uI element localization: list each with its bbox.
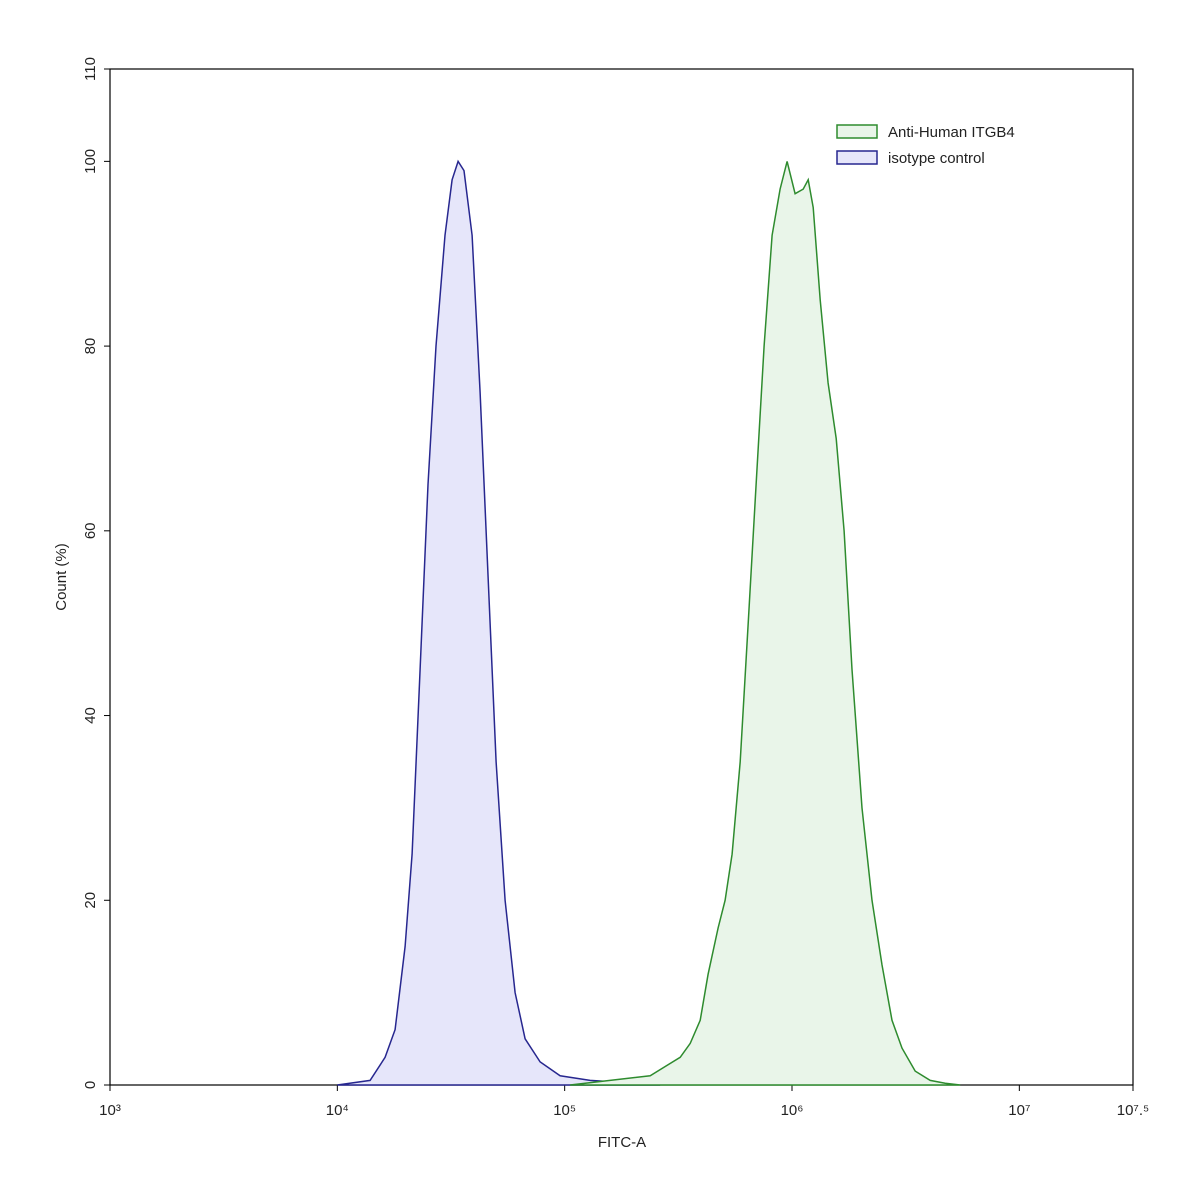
plot-frame — [109, 68, 1134, 1086]
legend-label: Anti-Human ITGB4 — [888, 124, 1015, 141]
legend-swatch — [836, 124, 878, 139]
x-tick-label: 10⁶ — [781, 1102, 804, 1119]
x-axis-label: FITC-A — [598, 1134, 646, 1151]
histogram-area — [570, 161, 961, 1086]
legend-label: isotype control — [888, 150, 985, 167]
y-tick-label: 100 — [82, 149, 99, 174]
x-tick-label: 10⁷ — [1008, 1102, 1030, 1119]
legend-swatch — [836, 150, 878, 165]
y-tick-label: 80 — [82, 338, 99, 355]
x-tick-label: 10⁷.⁵ — [1117, 1102, 1150, 1119]
y-tick-label: 110 — [82, 57, 99, 81]
histogram-area — [337, 159, 661, 1086]
x-tick-label: 10³ — [99, 1102, 121, 1119]
x-tick-label: 10⁵ — [553, 1102, 576, 1119]
y-tick-label: 40 — [82, 707, 99, 724]
y-tick-label: 20 — [82, 892, 99, 909]
y-axis-label: Count (%) — [53, 543, 70, 611]
x-tick-label: 10⁴ — [326, 1102, 349, 1119]
y-tick-label: 60 — [82, 522, 99, 539]
y-tick-label: 0 — [82, 1081, 99, 1089]
